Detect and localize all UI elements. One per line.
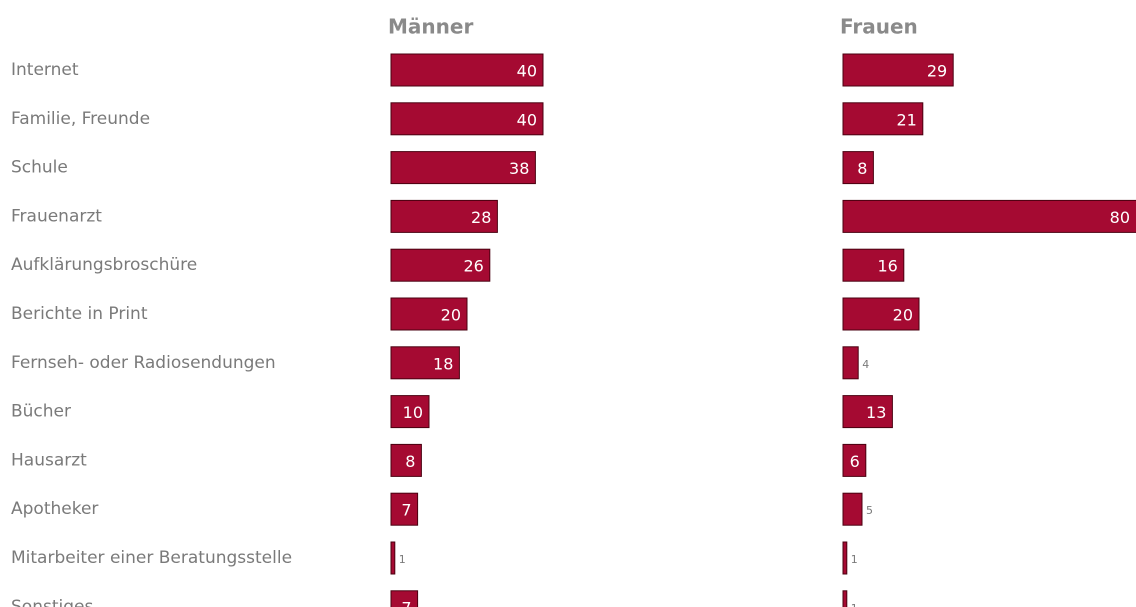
- value-label: 18: [433, 354, 453, 373]
- value-label: 29: [927, 62, 947, 81]
- bar: [390, 541, 396, 575]
- bar: [842, 102, 924, 136]
- category-label: Fernseh- oder Radiosendungen: [11, 353, 276, 373]
- category-label: Berichte in Print: [11, 304, 148, 324]
- bar: [390, 443, 422, 477]
- value-label: 5: [866, 504, 873, 517]
- category-label: Familie, Freunde: [11, 109, 150, 129]
- bar: [842, 297, 920, 331]
- bar: [390, 199, 498, 233]
- panel-title: Frauen: [840, 15, 918, 39]
- value-label: 13: [866, 403, 886, 422]
- value-label: 20: [441, 306, 461, 325]
- bar: [390, 151, 536, 185]
- category-label: Schule: [11, 158, 68, 178]
- value-label: 40: [517, 110, 537, 129]
- bar: [390, 395, 430, 429]
- value-label: 20: [893, 306, 913, 325]
- bar: [390, 102, 544, 136]
- bar: [390, 248, 491, 282]
- bar: [842, 541, 848, 575]
- value-label: 26: [463, 257, 483, 276]
- bar: [842, 346, 859, 380]
- category-label: Bücher: [11, 402, 71, 422]
- category-label: Mitarbeiter einer Beratungsstelle: [11, 548, 292, 568]
- bar: [842, 151, 874, 185]
- bar: [390, 492, 419, 526]
- category-label: Hausarzt: [11, 450, 87, 470]
- panel-title: Männer: [388, 15, 473, 39]
- value-label: 8: [405, 452, 415, 471]
- value-label: 7: [401, 598, 411, 607]
- value-label: 8: [857, 159, 867, 178]
- value-label: 21: [896, 110, 916, 129]
- value-label: 7: [401, 501, 411, 520]
- value-label: 1: [851, 602, 858, 607]
- bar: [842, 443, 867, 477]
- bar: [390, 346, 460, 380]
- value-label: 38: [509, 159, 529, 178]
- bar: [390, 53, 544, 87]
- category-label: Aufklärungsbroschüre: [11, 255, 197, 275]
- value-label: 1: [851, 553, 858, 566]
- bar: [842, 199, 1136, 233]
- bar: [842, 590, 848, 607]
- value-label: 28: [471, 208, 491, 227]
- value-label: 80: [1110, 208, 1130, 227]
- category-label: Apotheker: [11, 499, 98, 519]
- value-label: 4: [862, 358, 869, 371]
- value-label: 6: [850, 452, 860, 471]
- bar: [842, 492, 863, 526]
- value-label: 10: [403, 403, 423, 422]
- bar: [390, 297, 468, 331]
- value-label: 40: [517, 62, 537, 81]
- category-label: Internet: [11, 60, 79, 80]
- category-label: Sonstiges: [11, 597, 93, 607]
- category-label: Frauenarzt: [11, 206, 102, 226]
- value-label: 16: [877, 257, 897, 276]
- value-label: 1: [399, 553, 406, 566]
- bar: [842, 395, 893, 429]
- bar: [842, 53, 954, 87]
- bar: [842, 248, 905, 282]
